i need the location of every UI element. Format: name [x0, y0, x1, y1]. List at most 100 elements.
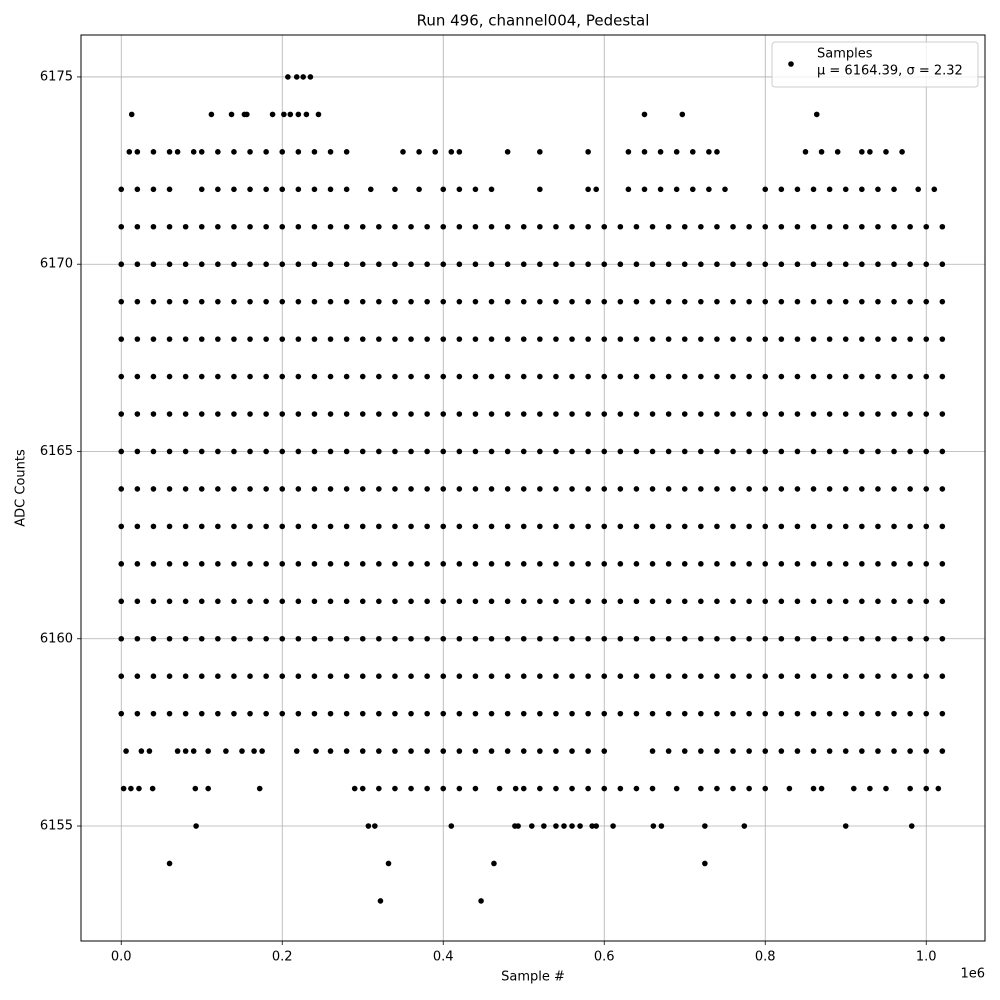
point	[746, 298, 752, 305]
point	[269, 111, 276, 118]
point	[569, 298, 575, 305]
point	[408, 448, 414, 455]
point	[633, 373, 640, 380]
point	[182, 561, 189, 567]
point	[907, 785, 913, 792]
point	[649, 561, 656, 567]
point	[826, 486, 833, 492]
y-tick-label: 6165	[40, 444, 73, 459]
point	[810, 186, 817, 193]
point	[633, 486, 640, 492]
point	[198, 411, 205, 417]
point	[698, 448, 704, 455]
legend: Samples μ = 6164.39, σ = 2.32	[771, 41, 979, 88]
point	[569, 411, 575, 417]
point	[343, 486, 350, 492]
point	[665, 523, 672, 530]
point	[376, 448, 382, 455]
point	[625, 186, 632, 193]
point	[569, 823, 575, 829]
point	[343, 373, 350, 380]
point	[231, 298, 237, 305]
point	[359, 486, 366, 492]
point	[504, 673, 511, 680]
point	[150, 635, 157, 642]
point	[311, 448, 318, 455]
point	[504, 523, 511, 530]
point	[714, 448, 720, 455]
point	[915, 186, 921, 193]
point	[553, 523, 559, 530]
point	[174, 748, 181, 754]
point	[665, 261, 672, 268]
point	[182, 336, 189, 342]
point	[231, 261, 237, 268]
point	[279, 486, 286, 492]
point	[931, 186, 938, 193]
point	[746, 710, 752, 717]
point	[762, 785, 769, 792]
point	[813, 111, 820, 118]
point	[794, 186, 801, 193]
point	[424, 673, 430, 680]
point	[472, 523, 479, 530]
point	[327, 486, 334, 492]
point	[681, 598, 688, 605]
point	[150, 261, 157, 268]
point	[205, 785, 211, 792]
point	[150, 373, 157, 380]
point	[923, 411, 930, 417]
point	[714, 523, 720, 530]
point	[698, 411, 704, 417]
point	[392, 298, 398, 305]
point	[182, 411, 189, 417]
point	[778, 261, 785, 268]
point	[504, 448, 511, 455]
point	[385, 860, 392, 867]
point	[440, 635, 447, 642]
point	[198, 149, 205, 155]
point	[408, 673, 414, 680]
point	[456, 486, 463, 492]
point	[842, 748, 849, 754]
point	[569, 561, 575, 567]
point	[681, 710, 688, 717]
point	[746, 673, 752, 680]
point	[343, 411, 350, 417]
point	[327, 598, 334, 605]
point	[488, 373, 495, 380]
point	[923, 523, 930, 530]
point	[263, 373, 269, 380]
point	[166, 448, 173, 455]
point	[198, 561, 205, 567]
point	[842, 635, 849, 642]
point	[228, 111, 235, 118]
point	[376, 261, 382, 268]
point	[166, 149, 173, 155]
point	[810, 635, 817, 642]
point	[182, 448, 189, 455]
point	[279, 561, 286, 567]
point	[601, 673, 608, 680]
point	[762, 186, 769, 193]
point	[295, 261, 302, 268]
point	[537, 785, 543, 792]
point	[601, 523, 608, 530]
point	[166, 561, 173, 567]
point	[424, 598, 430, 605]
point	[553, 448, 559, 455]
point	[569, 261, 575, 268]
point	[698, 748, 704, 754]
point	[424, 785, 430, 792]
point	[198, 223, 205, 230]
point	[778, 598, 785, 605]
point	[215, 486, 221, 492]
point	[762, 336, 769, 342]
point	[293, 74, 300, 80]
point	[714, 411, 720, 417]
point	[146, 748, 153, 754]
point	[263, 635, 269, 642]
point	[859, 448, 865, 455]
point	[537, 710, 543, 717]
point	[859, 748, 865, 754]
